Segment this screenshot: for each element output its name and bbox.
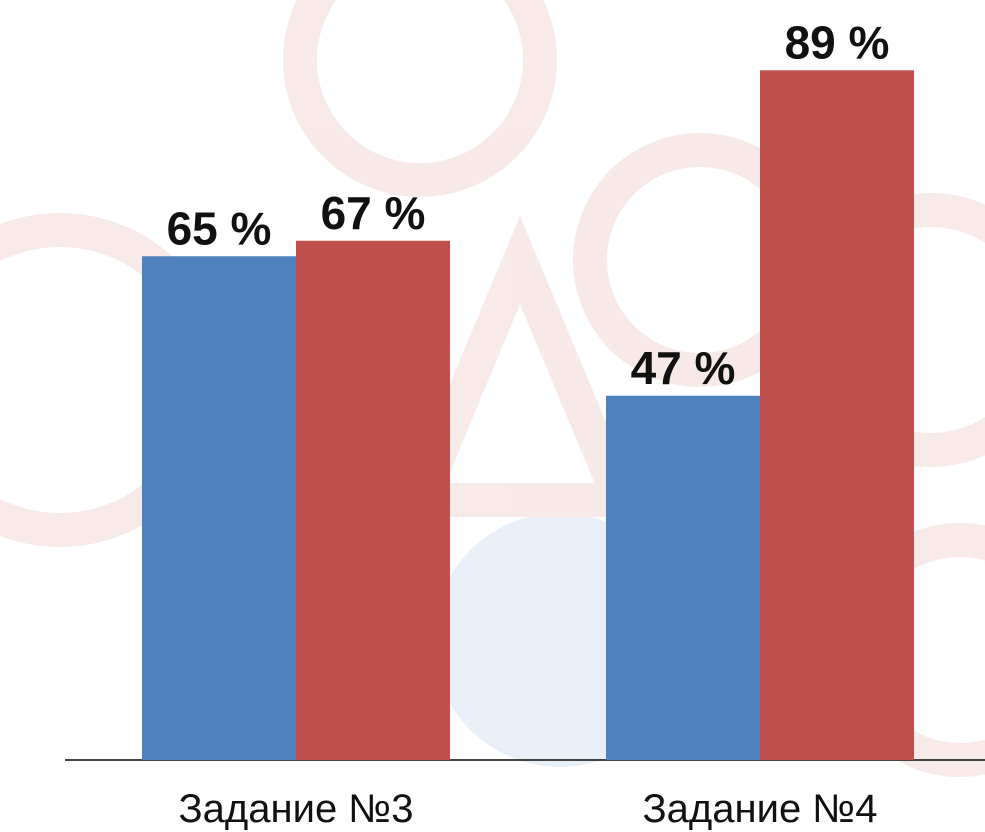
x-tick-label: Задание №3 bbox=[179, 787, 414, 831]
bar bbox=[142, 256, 296, 760]
data-label: 89 % bbox=[785, 16, 890, 68]
bar bbox=[606, 395, 760, 760]
data-label: 47 % bbox=[631, 342, 736, 394]
bar bbox=[296, 240, 450, 760]
data-label: 67 % bbox=[321, 187, 426, 239]
data-label: 65 % bbox=[167, 202, 272, 254]
x-tick-label: Задание №4 bbox=[643, 787, 878, 831]
bar bbox=[760, 70, 914, 760]
